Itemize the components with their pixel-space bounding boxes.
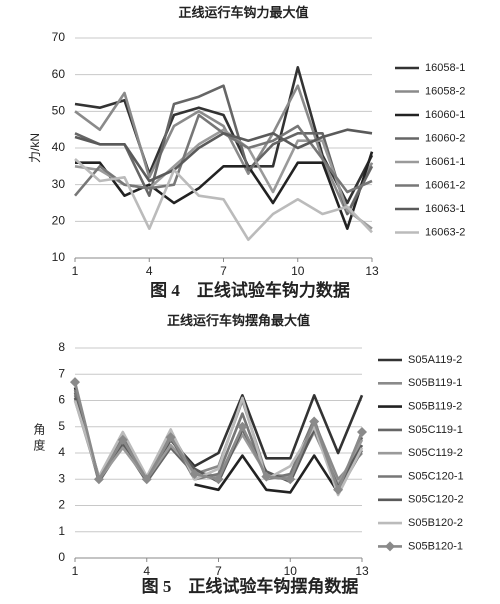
legend-label: S05B120-2 <box>408 517 463 529</box>
x-tick-label: 10 <box>284 564 298 578</box>
point-marker <box>213 474 224 485</box>
x-tick-label: 4 <box>143 564 150 578</box>
y-tick-label: 0 <box>58 550 65 564</box>
legend-label: S05B120-1 <box>408 540 463 552</box>
point-marker <box>93 474 104 485</box>
series-line <box>74 84 374 216</box>
point-marker <box>285 474 296 485</box>
chart-title: 正线运行车钩摆角最大值 <box>167 313 310 328</box>
y-tick-label: 50 <box>52 104 66 118</box>
x-tick-label: 10 <box>291 264 305 278</box>
point-marker <box>309 416 320 427</box>
x-tick-label: 13 <box>365 264 379 278</box>
point-marker <box>117 434 128 445</box>
legend-label: 16061-2 <box>425 179 465 191</box>
point-marker <box>237 421 248 432</box>
y-tick-label: 40 <box>52 140 66 154</box>
y-tick-label: 30 <box>52 177 66 191</box>
legend-label: S05A119-2 <box>408 354 462 366</box>
y-tick-label: 5 <box>58 419 65 433</box>
legend-label: S05B119-2 <box>408 401 462 413</box>
point-marker <box>189 469 200 479</box>
point-marker <box>70 377 80 388</box>
figure-caption: 图 5 正线试验车钩摆角数据 <box>142 576 359 596</box>
legend-label: 16063-1 <box>425 203 465 215</box>
point-marker <box>333 484 344 495</box>
series-line <box>75 151 374 230</box>
y-tick-label: 60 <box>52 67 66 81</box>
x-tick-label: 4 <box>146 264 153 278</box>
y-tick-label: 2 <box>58 498 65 512</box>
point-marker <box>357 427 367 437</box>
point-marker <box>165 432 176 443</box>
chart-title: 正线运行车钩力最大值 <box>178 5 308 20</box>
y-axis-label: 角度 <box>32 423 46 455</box>
x-tick-label: 1 <box>72 264 79 278</box>
x-tick-label: 7 <box>215 564 222 578</box>
legend-label: S05C119-2 <box>408 447 463 459</box>
y-tick-label: 8 <box>58 340 65 354</box>
y-tick-label: 1 <box>58 524 65 538</box>
legend-label: 16063-2 <box>425 226 465 238</box>
y-tick-label: 6 <box>58 393 65 407</box>
y-tick-label: 7 <box>58 366 65 380</box>
x-tick-label: 1 <box>72 564 79 578</box>
x-tick-label: 7 <box>220 264 227 278</box>
y-tick-label: 4 <box>58 445 65 459</box>
legend-label: S05B119-1 <box>408 377 462 389</box>
x-tick-label: 13 <box>355 564 369 578</box>
y-tick-label: 70 <box>52 30 66 44</box>
point-marker <box>141 474 152 485</box>
point-marker <box>261 471 272 482</box>
legend-label: S05C120-1 <box>408 470 464 482</box>
legend-label: S05C120-2 <box>408 494 464 506</box>
legend-label: 16058-2 <box>425 85 465 97</box>
legend-marker <box>385 541 395 552</box>
series-line <box>74 128 373 183</box>
series-line <box>73 396 364 497</box>
series-line <box>74 158 373 241</box>
legend-label: 16060-2 <box>425 132 465 144</box>
legend-label: 16060-1 <box>425 109 465 121</box>
legend-label: 16058-1 <box>425 62 465 74</box>
y-axis-label: 力/kN <box>28 133 42 163</box>
y-tick-label: 20 <box>52 214 66 228</box>
legend-label: 16061-1 <box>425 156 465 168</box>
figure-caption: 图 4 正线试验车钩力数据 <box>150 280 350 300</box>
legend-label: S05C119-1 <box>408 424 463 436</box>
y-tick-label: 3 <box>58 471 65 485</box>
y-tick-label: 10 <box>52 250 66 264</box>
